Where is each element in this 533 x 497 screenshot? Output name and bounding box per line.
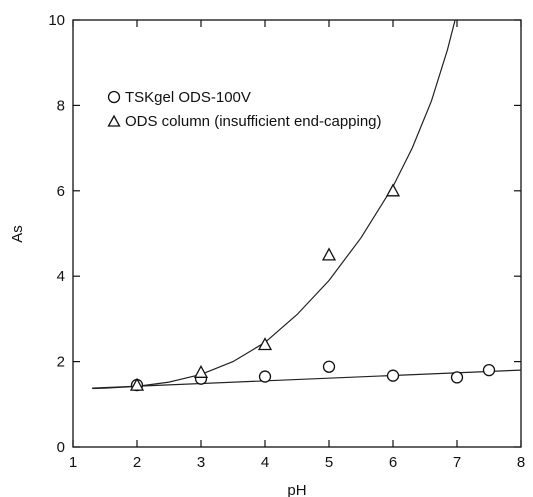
legend-marker-circle [107, 90, 121, 104]
data-point-circle [386, 369, 400, 382]
x-tick-label: 6 [389, 454, 397, 471]
data-point-circle [450, 371, 464, 384]
data-point-circle [322, 360, 336, 373]
y-tick-label: 2 [57, 354, 65, 371]
x-tick-label: 3 [197, 454, 205, 471]
data-point-circle [258, 370, 272, 383]
data-point-triangle [385, 183, 401, 197]
tick-labels: 1 2 3 4 5 6 7 8 0 2 4 6 8 10 [48, 12, 525, 471]
ticks [72, 19, 522, 448]
y-tick-label: 8 [57, 97, 65, 114]
data-point-triangle [129, 377, 145, 391]
data-point-triangle [257, 337, 273, 351]
y-tick-label: 10 [48, 12, 65, 29]
trend-line-ods [92, 19, 456, 390]
x-tick-label: 2 [133, 454, 141, 471]
x-tick-label: 8 [517, 454, 525, 471]
data-point-triangle [321, 247, 337, 261]
legend-entry-tskgel: TSKgel ODS-100V [125, 89, 251, 106]
legend-entry-ods: ODS column (insufficient end-capping) [125, 113, 382, 130]
markers [129, 183, 496, 392]
data-point-triangle [193, 364, 209, 378]
legend-marker-triangle [107, 114, 121, 127]
legend: TSKgel ODS-100V ODS column (insufficient… [107, 89, 382, 130]
y-tick-label: 6 [57, 183, 65, 200]
trend-line-tskgel [92, 369, 522, 389]
x-tick-label: 7 [453, 454, 461, 471]
data-point-circle [482, 363, 496, 377]
y-axis-label: As [9, 225, 26, 243]
y-tick-label: 4 [57, 268, 65, 285]
x-tick-label: 1 [69, 454, 77, 471]
x-tick-label: 4 [261, 454, 269, 471]
plot-frame [72, 19, 522, 448]
x-tick-label: 5 [325, 454, 333, 471]
y-tick-label: 0 [57, 439, 65, 456]
trend-lines [92, 19, 522, 390]
x-axis-label: pH [287, 482, 306, 497]
